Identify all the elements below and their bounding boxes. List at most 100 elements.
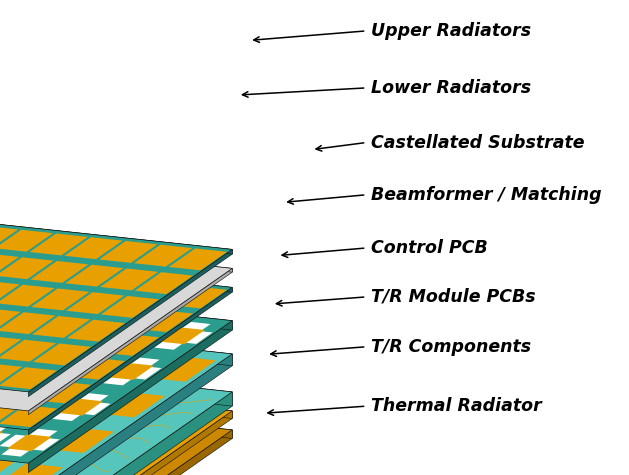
Polygon shape: [154, 322, 211, 350]
Polygon shape: [4, 353, 64, 369]
Polygon shape: [65, 303, 123, 324]
Polygon shape: [31, 326, 89, 348]
Polygon shape: [63, 317, 108, 334]
Polygon shape: [0, 294, 232, 463]
Polygon shape: [112, 462, 117, 464]
Polygon shape: [50, 399, 111, 415]
Polygon shape: [0, 257, 53, 279]
Polygon shape: [66, 457, 71, 459]
Polygon shape: [28, 268, 232, 415]
Polygon shape: [0, 363, 22, 385]
Polygon shape: [99, 279, 157, 301]
Polygon shape: [0, 312, 55, 334]
Polygon shape: [100, 268, 158, 290]
Polygon shape: [0, 463, 75, 475]
Polygon shape: [32, 316, 90, 338]
Polygon shape: [28, 354, 232, 475]
Polygon shape: [0, 366, 232, 406]
Polygon shape: [43, 454, 48, 456]
Polygon shape: [33, 381, 91, 403]
Polygon shape: [0, 461, 232, 475]
Polygon shape: [30, 272, 88, 294]
Polygon shape: [4, 450, 9, 453]
Polygon shape: [57, 312, 113, 339]
Text: Castellated Substrate: Castellated Substrate: [371, 133, 584, 152]
Text: Lower Radiators: Lower Radiators: [371, 79, 532, 97]
Polygon shape: [55, 352, 111, 380]
Polygon shape: [0, 422, 65, 448]
Polygon shape: [0, 285, 55, 307]
Polygon shape: [0, 281, 19, 303]
Polygon shape: [0, 223, 232, 392]
Polygon shape: [0, 242, 232, 411]
Polygon shape: [0, 261, 232, 292]
Polygon shape: [28, 392, 232, 475]
Polygon shape: [66, 292, 124, 314]
Polygon shape: [120, 463, 125, 465]
Polygon shape: [65, 265, 123, 286]
Polygon shape: [28, 321, 232, 473]
Polygon shape: [0, 404, 232, 475]
Polygon shape: [111, 322, 156, 339]
Polygon shape: [52, 346, 118, 371]
Polygon shape: [28, 249, 232, 397]
Polygon shape: [0, 388, 6, 405]
Polygon shape: [106, 317, 162, 344]
Polygon shape: [0, 242, 232, 272]
Polygon shape: [0, 340, 56, 361]
Polygon shape: [0, 292, 19, 314]
Polygon shape: [28, 453, 33, 455]
Polygon shape: [64, 237, 123, 259]
Polygon shape: [0, 401, 22, 423]
Polygon shape: [4, 388, 60, 416]
Polygon shape: [30, 299, 89, 321]
Polygon shape: [0, 328, 232, 475]
Polygon shape: [3, 341, 70, 366]
Polygon shape: [0, 376, 19, 402]
Polygon shape: [0, 435, 60, 451]
Polygon shape: [0, 458, 14, 475]
Polygon shape: [60, 358, 105, 375]
Polygon shape: [0, 268, 53, 290]
Polygon shape: [135, 272, 193, 294]
Polygon shape: [0, 346, 21, 369]
Polygon shape: [0, 336, 21, 358]
Polygon shape: [128, 463, 132, 466]
Polygon shape: [96, 460, 101, 462]
Polygon shape: [0, 342, 13, 370]
Text: Upper Radiators: Upper Radiators: [371, 22, 532, 40]
Polygon shape: [28, 287, 232, 435]
Polygon shape: [0, 319, 19, 341]
Polygon shape: [101, 334, 159, 356]
Polygon shape: [0, 429, 11, 446]
Polygon shape: [104, 323, 164, 339]
Polygon shape: [67, 358, 125, 380]
Polygon shape: [109, 363, 154, 380]
Polygon shape: [28, 411, 232, 475]
Polygon shape: [0, 461, 232, 475]
Polygon shape: [2, 394, 62, 410]
Polygon shape: [0, 230, 53, 252]
Polygon shape: [169, 248, 227, 270]
Polygon shape: [0, 383, 11, 410]
Polygon shape: [0, 378, 56, 399]
Polygon shape: [104, 461, 109, 463]
Polygon shape: [0, 417, 16, 443]
Polygon shape: [0, 405, 57, 427]
Polygon shape: [0, 424, 9, 451]
Polygon shape: [0, 308, 21, 331]
Polygon shape: [0, 389, 13, 405]
Polygon shape: [134, 283, 192, 304]
Polygon shape: [0, 374, 21, 396]
Polygon shape: [160, 327, 205, 344]
Polygon shape: [101, 363, 162, 380]
Polygon shape: [103, 358, 160, 385]
Polygon shape: [0, 335, 21, 361]
Polygon shape: [20, 452, 25, 454]
Polygon shape: [33, 343, 91, 365]
Polygon shape: [11, 352, 57, 370]
Polygon shape: [1, 429, 58, 456]
Polygon shape: [100, 306, 158, 328]
Polygon shape: [30, 261, 89, 283]
Polygon shape: [0, 226, 18, 248]
